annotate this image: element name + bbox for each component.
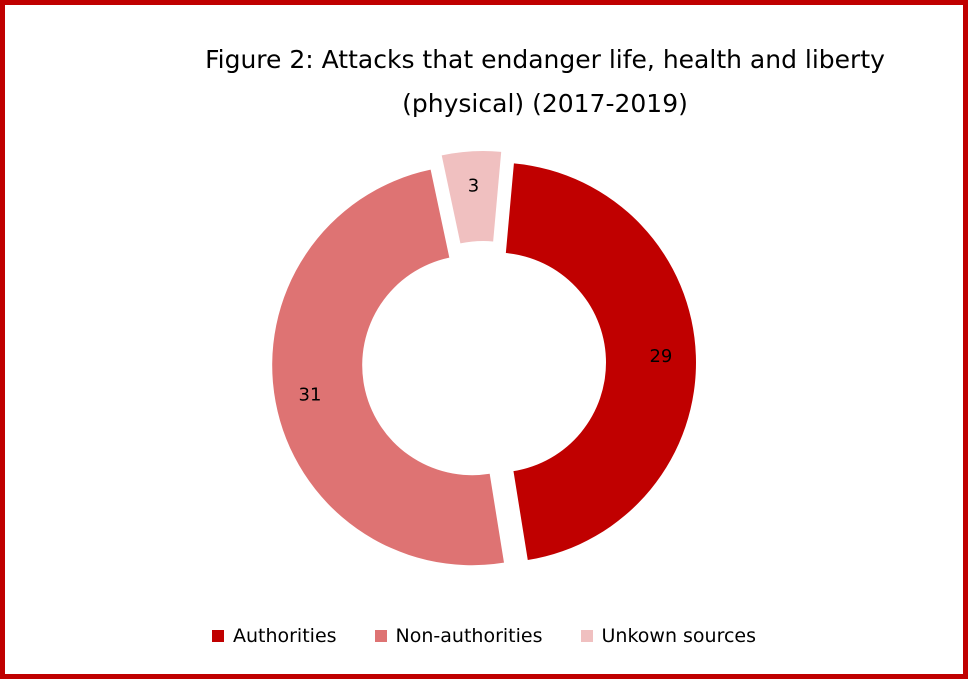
chart-title-line-1: Figure 2: Attacks that endanger life, he… — [205, 45, 885, 74]
chart-title-line-2: (physical) (2017-2019) — [402, 89, 688, 118]
legend-label-non-authorities: Non-authorities — [395, 625, 543, 647]
legend-item-unknown-sources: Unkown sources — [580, 625, 757, 647]
data-label-authorities: 29 — [649, 346, 672, 367]
data-label-non-authorities: 31 — [299, 384, 322, 405]
legend-swatch-authorities — [211, 630, 224, 642]
slice-unknown-sources — [441, 151, 502, 244]
legend-item-authorities: Authorities — [211, 625, 337, 647]
legend: Authorities Non-authorities Unkown sourc… — [0, 625, 968, 647]
data-label-unknown-sources: 3 — [468, 175, 479, 196]
legend-item-non-authorities: Non-authorities — [374, 625, 543, 647]
legend-swatch-non-authorities — [374, 630, 387, 642]
slice-authorities — [505, 163, 696, 561]
legend-label-unknown-sources: Unkown sources — [601, 625, 757, 647]
legend-label-authorities: Authorities — [232, 625, 337, 647]
slice-non-authorities — [272, 169, 504, 566]
legend-swatch-unknown-sources — [580, 630, 593, 642]
chart-title: Figure 2: Attacks that endanger life, he… — [115, 38, 968, 126]
